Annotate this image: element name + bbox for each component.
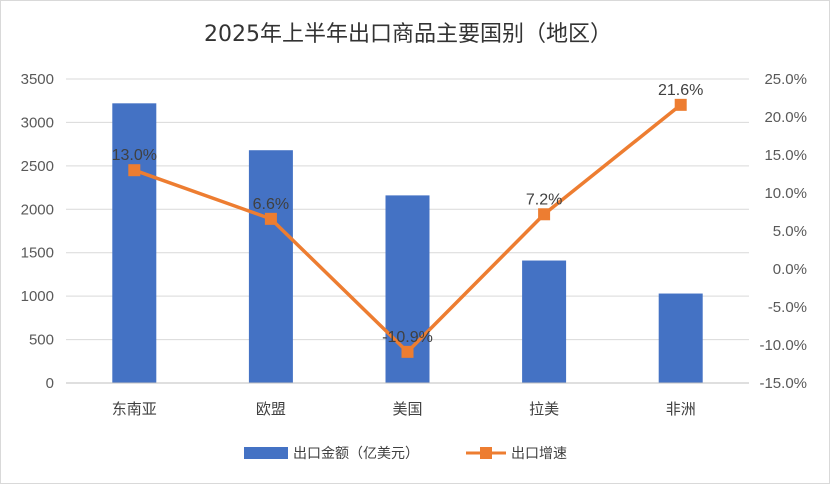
x-category-label: 东南亚	[112, 400, 157, 418]
bars-layer	[112, 103, 703, 383]
growth-data-label: 21.6%	[658, 82, 703, 99]
y-right-tick-label: -5.0%	[768, 299, 807, 316]
y-left-tick-label: 3000	[21, 114, 54, 131]
axis-layer: 0 500 1000 1500 2000 2500 3000 3500 -15.0% -10.0%…	[21, 71, 807, 418]
legend-bar-label: 出口金额（亿美元）	[293, 446, 419, 462]
legend-bar-swatch	[244, 447, 288, 459]
y-right-tick-label: 25.0%	[764, 71, 807, 88]
legend-line-marker	[480, 447, 492, 459]
y-right-tick-label: 5.0%	[773, 223, 807, 240]
x-category-label: 欧盟	[256, 400, 286, 418]
x-category-label: 非洲	[666, 400, 696, 418]
y-left-tick-label: 1500	[21, 245, 54, 262]
y-right-tick-label: -15.0%	[759, 375, 807, 392]
growth-marker	[264, 212, 277, 225]
bar	[112, 103, 157, 383]
growth-data-label: 6.6%	[253, 196, 289, 213]
watermark: 知乎 @交易员啊sir	[607, 442, 769, 464]
growth-marker	[538, 208, 551, 221]
bar	[522, 260, 567, 383]
legend-line-label: 出口增速	[511, 446, 567, 462]
chart-title: 2025年上半年出口商品主要国别（地区）	[204, 22, 612, 47]
growth-data-label: 7.2%	[526, 191, 562, 208]
growth-data-label: -10.9%	[382, 329, 433, 346]
growth-data-label: 13.0%	[112, 147, 157, 164]
bar	[658, 293, 703, 383]
bar	[248, 150, 293, 383]
y-right-tick-label: 0.0%	[773, 261, 807, 278]
x-category-label: 美国	[392, 400, 422, 418]
y-right-tick-label: 10.0%	[764, 185, 807, 202]
y-left-tick-label: 2000	[21, 201, 54, 218]
line-layer: 13.0% 6.6% -10.9% 7.2% 21.6%	[112, 82, 703, 358]
growth-marker	[128, 164, 141, 177]
growth-marker	[674, 98, 687, 111]
legend: 出口金额（亿美元） 出口增速	[244, 446, 567, 462]
y-left-tick-label: 3500	[21, 71, 54, 88]
y-right-tick-label: 15.0%	[764, 147, 807, 164]
y-right-tick-label: 20.0%	[764, 109, 807, 126]
y-left-tick-label: 0	[46, 375, 54, 392]
y-left-tick-label: 500	[29, 332, 54, 349]
x-category-label: 拉美	[529, 400, 559, 418]
y-right-tick-label: -10.0%	[759, 337, 807, 354]
growth-marker	[401, 345, 414, 358]
y-left-tick-label: 1000	[21, 288, 54, 305]
y-left-tick-label: 2500	[21, 158, 54, 175]
